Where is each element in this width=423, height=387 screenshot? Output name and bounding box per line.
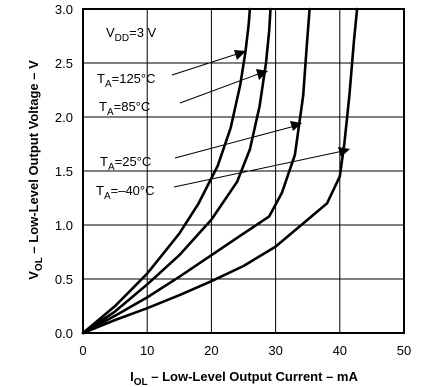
series-label-25c: TA=25°C (100, 154, 151, 173)
annotations: VDD=3 V TA=125°C TA=85°C TA=25°C TA=–40°… (96, 25, 350, 202)
x-tick-label: 30 (268, 343, 282, 358)
x-tick-label: 50 (397, 343, 411, 358)
leader-line-25c (174, 125, 296, 159)
tick-labels: 0 10 20 30 40 50 0.0 0.5 1.0 1.5 2.0 2.5 3.0 (55, 2, 411, 358)
plot-frame (82, 8, 405, 334)
y-tick-label: 2.0 (55, 110, 73, 125)
curve-85c (81, 7, 272, 335)
y-axis-label: VOL – Low-Level Output Voltage – V (26, 60, 45, 280)
y-tick-label: 1.0 (55, 218, 73, 233)
curve-minus40c (81, 7, 359, 335)
arrowhead-25c (290, 121, 302, 131)
leader-line-minus40c (173, 150, 344, 188)
series-label-85c: TA=85°C (99, 99, 150, 118)
y-tick-label: 0.5 (55, 272, 73, 287)
y-tick-label: 2.5 (55, 56, 73, 71)
x-tick-label: 0 (79, 343, 86, 358)
leader-line-125c (171, 52, 241, 76)
series-label-minus40c: TA=–40°C (96, 183, 155, 202)
x-tick-label: 10 (140, 343, 154, 358)
arrowhead-85c (256, 69, 268, 80)
y-tick-label: 0.0 (55, 326, 73, 341)
curve-25c (81, 7, 311, 335)
arrowhead-125c (234, 50, 246, 60)
series-label-125c: TA=125°C (97, 71, 156, 90)
y-tick-label: 1.5 (55, 164, 73, 179)
series-curves (81, 7, 359, 335)
x-tick-label: 20 (204, 343, 218, 358)
arrowhead-minus40c (338, 147, 350, 157)
y-tick-label: 3.0 (55, 2, 73, 17)
condition-label: VDD=3 V (106, 25, 157, 44)
x-axis-label: IOL – Low-Level Output Current – mA (130, 369, 358, 387)
leader-line-85c (179, 72, 262, 104)
curve-125c (81, 7, 252, 335)
x-tick-label: 40 (333, 343, 347, 358)
